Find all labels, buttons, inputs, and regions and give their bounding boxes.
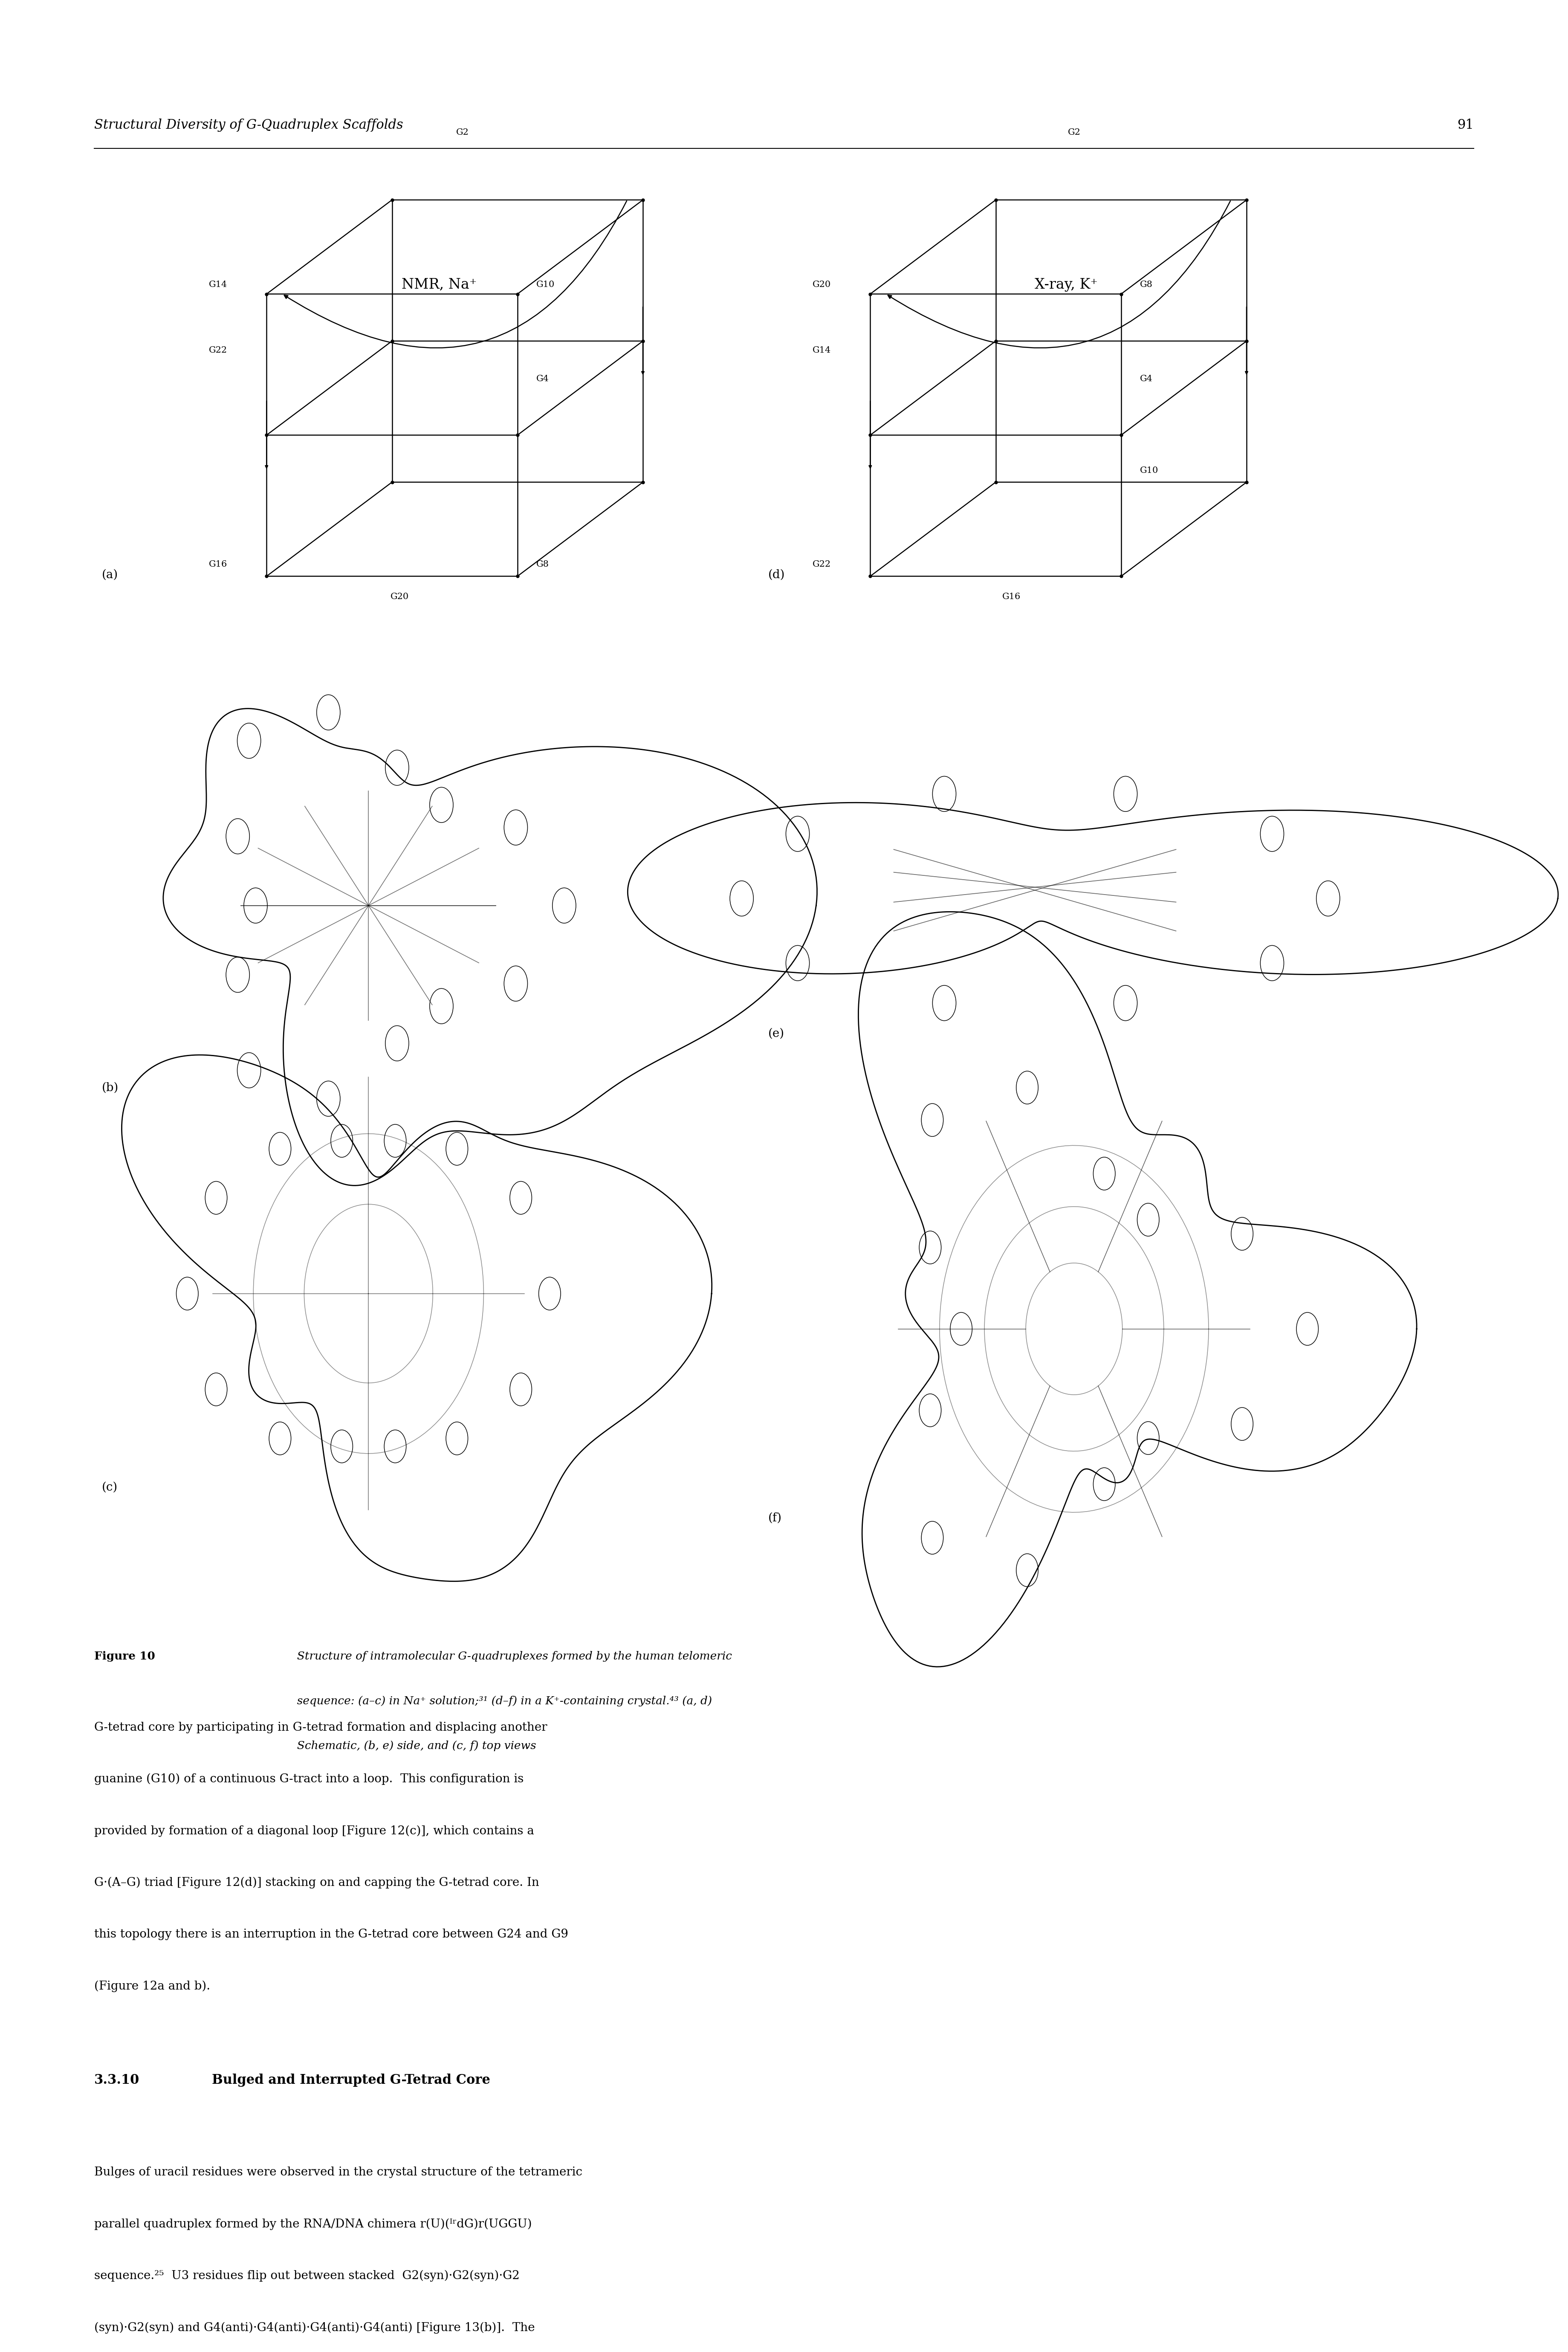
Circle shape (786, 816, 809, 851)
Circle shape (1317, 882, 1339, 915)
Text: Structure of intramolecular G-quadruplexes formed by the human telomeric: Structure of intramolecular G-quadruplex… (290, 1651, 732, 1663)
Text: guanine (G10) of a continuous G-tract into a loop.  This configuration is: guanine (G10) of a continuous G-tract in… (94, 1773, 524, 1785)
Circle shape (1231, 1218, 1253, 1251)
Circle shape (386, 1025, 409, 1061)
Circle shape (205, 1181, 227, 1214)
Circle shape (1261, 816, 1284, 851)
Text: G10: G10 (536, 280, 555, 289)
Text: G16: G16 (1002, 593, 1021, 600)
Circle shape (933, 776, 956, 811)
Circle shape (237, 1054, 260, 1089)
Circle shape (445, 1423, 467, 1456)
Text: G-tetrad core by participating in G-tetrad formation and displacing another: G-tetrad core by participating in G-tetr… (94, 1722, 547, 1733)
Circle shape (270, 1131, 292, 1164)
Circle shape (503, 967, 527, 1002)
Circle shape (1137, 1204, 1159, 1237)
Circle shape (510, 1374, 532, 1406)
Circle shape (176, 1277, 198, 1310)
Text: G22: G22 (812, 560, 831, 569)
Text: G16: G16 (209, 560, 227, 569)
Text: X-ray, K⁺: X-ray, K⁺ (1035, 278, 1098, 292)
Text: G14: G14 (209, 280, 227, 289)
Circle shape (1093, 1157, 1115, 1190)
Circle shape (243, 887, 267, 922)
Circle shape (430, 988, 453, 1023)
Text: parallel quadruplex formed by the RNA/DNA chimera r(U)(ᴵʳdG)r(UGGU): parallel quadruplex formed by the RNA/DN… (94, 2218, 532, 2230)
Text: (d): (d) (768, 569, 786, 581)
Circle shape (384, 1430, 406, 1463)
Text: (f): (f) (768, 1512, 782, 1524)
Circle shape (430, 788, 453, 823)
Text: NMR, Na⁺: NMR, Na⁺ (401, 278, 477, 292)
Text: G22: G22 (209, 346, 227, 355)
Circle shape (317, 1082, 340, 1117)
Text: (syn)·G2(syn) and G4(anti)·G4(anti)·G4(anti)·G4(anti) [Figure 13(b)].  The: (syn)·G2(syn) and G4(anti)·G4(anti)·G4(a… (94, 2321, 535, 2333)
Circle shape (510, 1181, 532, 1214)
Text: G8: G8 (536, 560, 549, 569)
Text: provided by formation of a diagonal loop [Figure 12(c)], which contains a: provided by formation of a diagonal loop… (94, 1825, 535, 1837)
Text: 3.3.10: 3.3.10 (94, 2074, 140, 2086)
Text: Figure 10: Figure 10 (94, 1651, 155, 1663)
Text: G2: G2 (456, 129, 469, 136)
Circle shape (503, 809, 527, 844)
Circle shape (539, 1277, 561, 1310)
Circle shape (384, 1124, 406, 1157)
Circle shape (226, 957, 249, 993)
Circle shape (237, 722, 260, 757)
Text: Schematic, (b, e) side, and (c, f) top views: Schematic, (b, e) side, and (c, f) top v… (290, 1740, 536, 1752)
Text: G10: G10 (1140, 466, 1159, 475)
Circle shape (331, 1124, 353, 1157)
Text: Structural Diversity of G-Quadruplex Scaffolds: Structural Diversity of G-Quadruplex Sca… (94, 118, 403, 132)
Text: 91: 91 (1457, 118, 1474, 132)
Text: (c): (c) (102, 1482, 118, 1494)
FancyArrowPatch shape (887, 200, 1231, 348)
Circle shape (786, 946, 809, 981)
Circle shape (205, 1374, 227, 1406)
Circle shape (317, 694, 340, 729)
Text: G·(A–G) triad [Figure 12(d)] stacking on and capping the G-tetrad core. In: G·(A–G) triad [Figure 12(d)] stacking on… (94, 1877, 539, 1889)
Circle shape (922, 1522, 944, 1555)
Circle shape (1297, 1312, 1319, 1345)
Circle shape (445, 1131, 467, 1164)
Circle shape (1231, 1406, 1253, 1439)
Text: G2: G2 (1068, 129, 1080, 136)
Circle shape (1137, 1421, 1159, 1454)
Circle shape (922, 1103, 944, 1136)
Circle shape (950, 1312, 972, 1345)
Text: sequence: (a–c) in Na⁺ solution;³¹ (d–f) in a K⁺-containing crystal.⁴³ (a, d): sequence: (a–c) in Na⁺ solution;³¹ (d–f)… (290, 1696, 712, 1708)
Text: (b): (b) (102, 1082, 119, 1094)
Text: (e): (e) (768, 1028, 784, 1040)
FancyArrowPatch shape (284, 200, 627, 348)
Circle shape (729, 882, 753, 915)
Text: Bulged and Interrupted G-Tetrad Core: Bulged and Interrupted G-Tetrad Core (212, 2074, 491, 2086)
Circle shape (386, 750, 409, 786)
Text: G4: G4 (1140, 374, 1152, 383)
Text: G20: G20 (390, 593, 409, 600)
Circle shape (1016, 1070, 1038, 1103)
Circle shape (552, 887, 575, 922)
Text: (a): (a) (102, 569, 118, 581)
Circle shape (919, 1395, 941, 1428)
Circle shape (1113, 776, 1137, 811)
Text: this topology there is an interruption in the G-tetrad core between G24 and G9: this topology there is an interruption i… (94, 1929, 568, 1940)
Circle shape (331, 1430, 353, 1463)
Text: G20: G20 (812, 280, 831, 289)
Circle shape (1016, 1555, 1038, 1588)
Text: G8: G8 (1140, 280, 1152, 289)
Text: sequence.²⁵  U3 residues flip out between stacked  G2(syn)·G2(syn)·G2: sequence.²⁵ U3 residues flip out between… (94, 2270, 519, 2281)
Text: Bulges of uracil residues were observed in the crystal structure of the tetramer: Bulges of uracil residues were observed … (94, 2166, 582, 2178)
Circle shape (1113, 985, 1137, 1021)
Text: G4: G4 (536, 374, 549, 383)
Text: G14: G14 (812, 346, 831, 355)
Circle shape (270, 1423, 292, 1456)
Circle shape (919, 1230, 941, 1263)
Text: (Figure 12a and b).: (Figure 12a and b). (94, 1980, 210, 1992)
Circle shape (1261, 946, 1284, 981)
Circle shape (933, 985, 956, 1021)
Circle shape (226, 818, 249, 854)
Circle shape (1093, 1468, 1115, 1501)
